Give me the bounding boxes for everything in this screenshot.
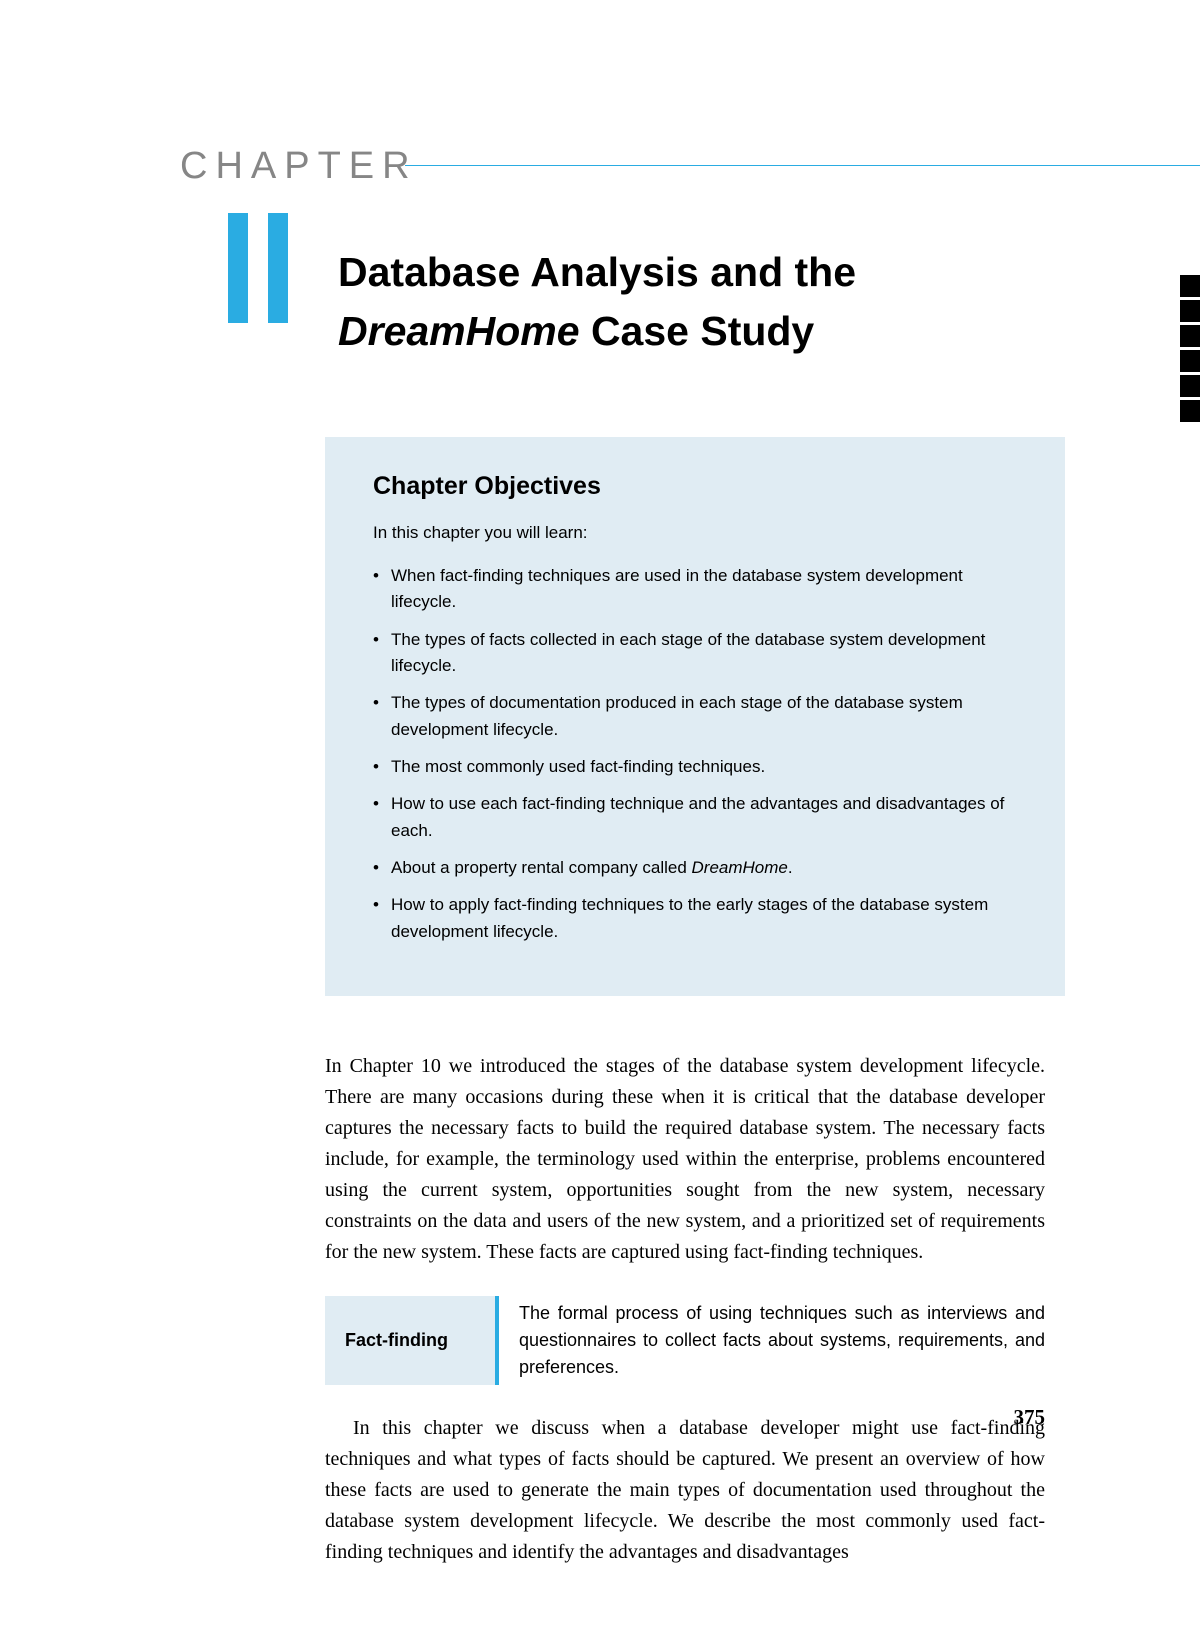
definition-term: Fact-finding (325, 1296, 495, 1385)
tab-mark (1180, 375, 1200, 397)
chapter-number-bar-2 (268, 213, 288, 323)
chapter-label: CHAPTER (180, 145, 1045, 188)
chapter-number-bar-1 (228, 213, 248, 323)
objective-item: About a property rental company called D… (373, 855, 1017, 881)
definition-text: The formal process of using techniques s… (499, 1296, 1045, 1385)
chapter-title-italic: DreamHome (338, 308, 580, 354)
tab-mark (1180, 400, 1200, 422)
objective-item: The most commonly used fact-finding tech… (373, 754, 1017, 780)
body-paragraph-2: In this chapter we discuss when a databa… (325, 1413, 1045, 1568)
tab-mark (1180, 350, 1200, 372)
section-tab-marks (1180, 275, 1200, 422)
chapter-rule (405, 165, 1200, 166)
objectives-intro: In this chapter you will learn: (373, 523, 1017, 543)
page-number: 375 (1014, 1405, 1046, 1430)
chapter-title-line1: Database Analysis and the (338, 249, 856, 295)
objective-item: When fact-finding techniques are used in… (373, 563, 1017, 616)
chapter-number (228, 213, 288, 323)
objectives-list: When fact-finding techniques are used in… (373, 563, 1017, 945)
objectives-box: Chapter Objectives In this chapter you w… (325, 437, 1065, 996)
chapter-title: Database Analysis and the DreamHome Case… (338, 213, 856, 362)
chapter-header: CHAPTER Database Analysis and the DreamH… (180, 145, 1045, 362)
objective-item: The types of facts collected in each sta… (373, 627, 1017, 680)
chapter-title-rest: Case Study (580, 308, 815, 354)
objectives-title: Chapter Objectives (373, 472, 1017, 501)
objective-item: How to use each fact-finding technique a… (373, 791, 1017, 844)
tab-mark (1180, 300, 1200, 322)
tab-mark (1180, 325, 1200, 347)
definition-box: Fact-finding The formal process of using… (325, 1296, 1045, 1385)
tab-mark (1180, 275, 1200, 297)
objective-item: The types of documentation produced in e… (373, 690, 1017, 743)
objective-item: How to apply fact-finding techniques to … (373, 892, 1017, 945)
body-text: In Chapter 10 we introduced the stages o… (325, 1051, 1045, 1568)
body-paragraph-1: In Chapter 10 we introduced the stages o… (325, 1051, 1045, 1268)
